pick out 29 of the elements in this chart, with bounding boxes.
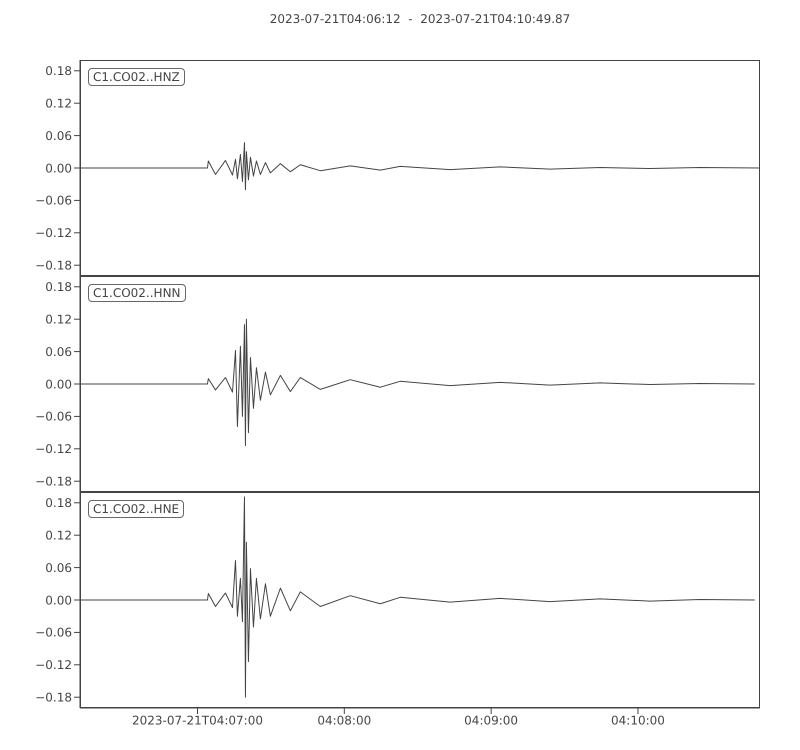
y-tick-label: −0.06: [35, 194, 72, 208]
y-tick-label: −0.12: [35, 658, 72, 672]
x-tick-label: 04:09:00: [464, 714, 518, 728]
y-tick-label: −0.18: [35, 690, 72, 704]
x-tick-label: 2023-07-21T04:07:00: [132, 714, 263, 728]
y-tick-label: 0.18: [45, 280, 72, 294]
y-tick-label: −0.06: [35, 626, 72, 640]
y-tick-label: 0.00: [45, 161, 72, 176]
chart-title: 2023-07-21T04:06:12 - 2023-07-21T04:10:49.87: [268, 11, 572, 28]
y-tick-label: 0.18: [45, 496, 72, 510]
y-tick-label: 0.06: [45, 560, 72, 575]
y-tick-label: −0.12: [35, 226, 72, 240]
y-tick-label: 0.00: [45, 377, 72, 392]
y-tick-label: 0.00: [45, 593, 72, 608]
y-tick-label: −0.12: [35, 442, 72, 456]
y-tick-label: 0.06: [45, 344, 72, 359]
text: C1.CO02..HNZ: [88, 68, 185, 86]
x-tick-label: 04:10:00: [611, 714, 665, 728]
y-tick-label: 0.12: [45, 528, 72, 542]
y-tick-label: −0.18: [35, 258, 72, 272]
text: C1.CO02..HNN: [88, 284, 186, 302]
y-tick-label: −0.18: [35, 474, 72, 488]
x-tick-label: 04:08:00: [317, 714, 372, 728]
y-tick-label: 0.12: [45, 96, 72, 110]
y-tick-label: 0.12: [45, 312, 72, 326]
y-tick-label: 0.18: [45, 64, 72, 78]
y-tick-label: 0.06: [45, 128, 72, 143]
y-tick-label: −0.06: [35, 410, 72, 424]
text: C1.CO02..HNE: [88, 500, 184, 518]
